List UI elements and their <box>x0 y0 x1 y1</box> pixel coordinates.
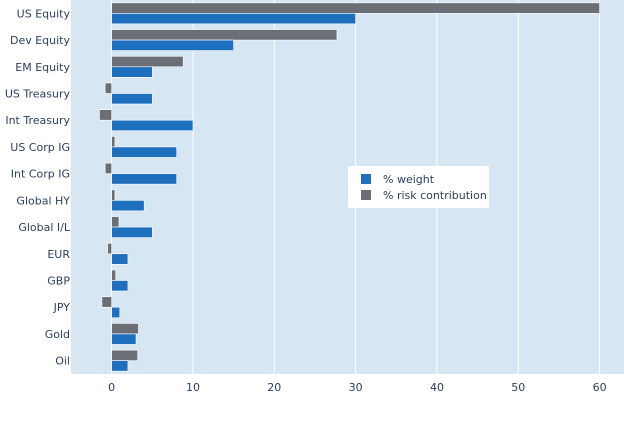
category-label: Dev Equity <box>10 34 71 47</box>
weight-bar-9 <box>111 253 129 265</box>
category-label: Oil <box>55 355 70 368</box>
category-label: Int Corp IG <box>11 168 70 181</box>
category-label: EM Equity <box>15 61 70 74</box>
category-label: GBP <box>47 275 70 288</box>
x-tick-label: 20 <box>267 381 281 394</box>
risk-bar-10 <box>111 269 117 281</box>
legend-box <box>348 166 489 208</box>
weight-bar-11 <box>111 306 121 319</box>
risk-bar-12 <box>111 323 139 335</box>
risk-bar-8 <box>111 216 120 228</box>
category-labels: US Equity Dev Equity EM Equity US Treasury I… <box>5 7 71 367</box>
x-tick-label: 10 <box>186 381 200 394</box>
weight-bar-0 <box>111 13 356 25</box>
category-label: US Treasury <box>5 88 71 101</box>
weight-bar-6 <box>111 173 178 185</box>
weight-bar-4 <box>111 119 194 132</box>
risk-bar-2 <box>111 55 184 68</box>
category-label: Gold <box>45 328 70 341</box>
legend-swatch-weight <box>361 174 371 184</box>
risk-bar-3 <box>104 82 112 94</box>
weight-bar-5 <box>111 146 178 158</box>
risk-bar-9 <box>107 242 112 255</box>
weight-bar-10 <box>111 280 129 292</box>
legend: % weight % risk contribution <box>348 166 489 208</box>
category-label: Int Treasury <box>5 114 70 127</box>
risk-bar-0 <box>111 2 600 14</box>
risk-bar-7 <box>111 189 116 201</box>
x-tick-label: 60 <box>593 381 607 394</box>
legend-swatch-risk-contribution <box>361 190 371 200</box>
risk-bar-11 <box>101 296 112 308</box>
weight-bar-13 <box>111 360 129 372</box>
category-label: US Equity <box>17 7 71 20</box>
x-tick-labels: 0 10 20 30 40 50 60 <box>108 381 606 394</box>
x-tick-label: 50 <box>511 381 525 394</box>
weight-bar-3 <box>111 93 153 105</box>
weight-bar-12 <box>111 333 137 345</box>
category-label: Global I/L <box>18 221 71 234</box>
weight-bar-1 <box>111 39 234 51</box>
weight-bar-7 <box>111 200 145 212</box>
category-label: EUR <box>47 248 70 261</box>
x-tick-label: 30 <box>349 381 363 394</box>
weight-bar-8 <box>111 226 153 238</box>
category-label: Global HY <box>16 194 70 207</box>
legend-label-risk-contribution: % risk contribution <box>383 189 487 202</box>
category-label: US Corp IG <box>10 141 70 154</box>
category-label: JPY <box>53 301 71 314</box>
weight-bar-2 <box>111 66 153 78</box>
x-tick-label: 0 <box>108 381 115 394</box>
risk-bar-4 <box>99 109 112 121</box>
legend-label-weight: % weight <box>383 173 435 186</box>
risk-bar-5 <box>111 136 116 148</box>
x-tick-label: 40 <box>430 381 444 394</box>
risk-bar-1 <box>111 29 338 41</box>
bars <box>99 2 600 372</box>
risk-bar-13 <box>111 349 138 361</box>
risk-bar-6 <box>104 162 112 174</box>
